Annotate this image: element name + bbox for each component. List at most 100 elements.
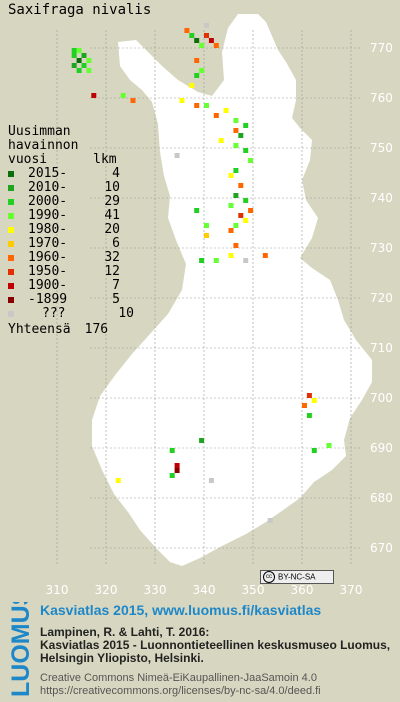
y-tick-label: 670: [370, 541, 393, 555]
observation-square: [194, 58, 200, 63]
legend-label: 1950-: [28, 264, 68, 279]
legend-header-3: vuosi: [8, 152, 48, 167]
legend-total-row: Yhteensä 176: [8, 323, 134, 337]
observation-square: [243, 258, 249, 263]
species-name: Saxifraga nivalis: [8, 2, 152, 18]
legend-count-header: lkm: [93, 152, 117, 167]
legend-item: 2010- 10: [8, 181, 134, 195]
observation-square: [204, 33, 209, 38]
y-tick-label: 730: [370, 241, 393, 255]
legend-header-1: Uusimman: [8, 124, 71, 139]
observation-square: [248, 158, 254, 163]
x-tick-label: 330: [144, 583, 167, 597]
observation-square: [194, 73, 200, 78]
legend-item: 1950- 12: [8, 265, 134, 279]
observation-square: [204, 103, 209, 108]
legend-count: 7: [112, 278, 120, 293]
observation-square: [189, 83, 195, 88]
luomus-logo-text: LUOMUS: [7, 602, 34, 697]
y-tick-label: 740: [370, 191, 393, 205]
observation-square: [248, 208, 254, 213]
legend-item: 1900- 7: [8, 279, 134, 293]
observation-square: [213, 258, 219, 263]
observation-square: [204, 223, 209, 228]
license-url[interactable]: https://creativecommons.org/licenses/by-…: [40, 685, 321, 697]
legend: Uusimman havainnon vuosi lkm 2015- 4 2010- 1…: [8, 125, 134, 337]
legend-item: 1960- 32: [8, 251, 134, 265]
observation-square: [306, 393, 312, 398]
observation-square: [238, 183, 244, 188]
legend-swatch: [8, 171, 14, 177]
legend-item: 2000- 29: [8, 195, 134, 209]
observation-square: [243, 218, 249, 223]
legend-swatch: [8, 311, 14, 317]
observation-square: [81, 63, 87, 68]
legend-count: 12: [104, 264, 120, 279]
license-text: Creative Commons Nimeä-EiKaupallinen-Jaa…: [40, 672, 321, 698]
observation-square: [233, 118, 239, 123]
observation-square: [76, 58, 82, 63]
atlas-title: Kasviatlas 2015, www.luomus.fi/kasviatla…: [40, 602, 322, 618]
observation-square: [204, 233, 209, 238]
observation-square: [91, 93, 97, 98]
y-tick-label: 770: [370, 41, 393, 55]
observation-square: [213, 43, 219, 48]
y-tick-label: 690: [370, 441, 393, 455]
y-tick-label: 710: [370, 341, 393, 355]
legend-count: 10: [104, 180, 120, 195]
legend-count: 5: [112, 292, 120, 307]
cc-license-badge: cc BY-NC-SA: [260, 570, 334, 584]
cc-badge-label: BY-NC-SA: [278, 572, 316, 582]
y-tick-label: 720: [370, 291, 393, 305]
legend-label: 2000-: [28, 194, 68, 209]
observation-square: [243, 123, 249, 128]
observation-square: [233, 223, 239, 228]
legend-label: 1960-: [28, 250, 68, 265]
observation-square: [306, 413, 312, 418]
legend-rows: 2015- 4 2010- 10 2000- 29 1990- 41 1980- 20 1970- 6…: [8, 167, 134, 321]
observation-square: [76, 48, 82, 53]
observation-square: [311, 448, 317, 453]
legend-count: 29: [104, 194, 120, 209]
x-tick-label: 350: [242, 583, 265, 597]
legend-swatch: [8, 213, 14, 219]
legend-item: 2015- 4: [8, 167, 134, 181]
observation-square: [174, 463, 180, 468]
legend-count: 20: [104, 222, 120, 237]
observation-square: [233, 243, 239, 248]
legend-item: 1990- 41: [8, 209, 134, 223]
legend-item: 1980- 20: [8, 223, 134, 237]
x-tick-label: 310: [46, 583, 69, 597]
license-line-1: Creative Commons Nimeä-EiKaupallinen-Jaa…: [40, 672, 317, 684]
observation-square: [130, 98, 136, 103]
observation-square: [238, 133, 244, 138]
citation-line-2: Kasviatlas 2015 - Luonnontieteellinen ke…: [40, 638, 391, 652]
legend-item: ??? 10: [8, 307, 134, 321]
observation-square: [199, 43, 205, 48]
citation-line-3: Helsingin Yliopisto, Helsinki.: [40, 651, 204, 665]
observation-square: [194, 38, 200, 43]
legend-label: 2010-: [28, 180, 68, 195]
observation-square: [228, 253, 234, 258]
observation-square: [262, 253, 268, 258]
observation-square: [233, 128, 239, 133]
legend-count: 6: [112, 236, 120, 251]
observation-square: [86, 58, 92, 63]
citation-line-1: Lampinen, R. & Lahti, T. 2016:: [40, 625, 210, 639]
observation-square: [71, 53, 77, 58]
x-tick-label: 320: [95, 583, 118, 597]
legend-item: -1899 5: [8, 293, 134, 307]
x-tick-label: 340: [193, 583, 216, 597]
observation-square: [76, 68, 82, 73]
finland-landmass: [92, 14, 372, 566]
y-tick-label: 750: [370, 141, 393, 155]
observation-square: [243, 198, 249, 203]
legend-swatch: [8, 269, 14, 275]
y-axis-ticks: 770 760 750 740 730 720 710 700 690 680 670: [370, 41, 393, 555]
observation-square: [233, 143, 239, 148]
observation-square: [213, 113, 219, 118]
observation-square: [218, 138, 224, 143]
legend-header-2: havainnon: [8, 138, 79, 153]
observation-square: [228, 203, 234, 208]
